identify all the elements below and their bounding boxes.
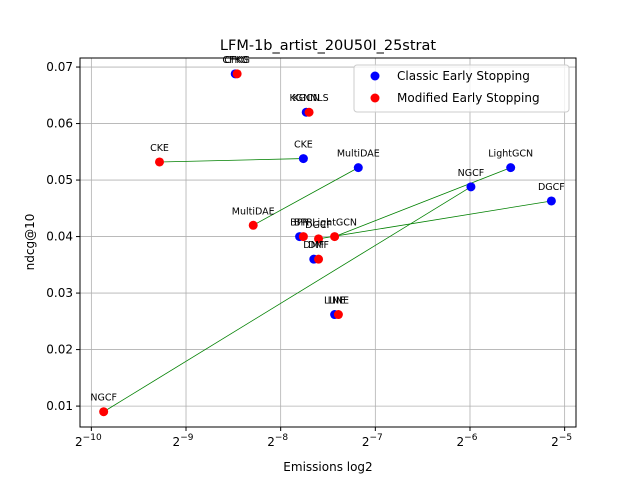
point-labels: CFKGKGCNCKEMultiDAENGCFLightGCNDGCFBPRDM… xyxy=(90,55,564,404)
data-points xyxy=(99,69,556,417)
y-tick-label: 0.07 xyxy=(46,60,73,74)
connector-lines xyxy=(103,158,552,413)
y-tick-label: 0.04 xyxy=(46,230,73,244)
data-point xyxy=(298,154,308,164)
connector-line xyxy=(334,167,511,237)
y-tick-label: 0.05 xyxy=(46,173,73,187)
data-point xyxy=(232,69,242,79)
legend: Classic Early Stopping Modified Early St… xyxy=(353,64,570,113)
x-tick-label: 2−10 xyxy=(75,433,102,449)
point-label: MultiDAE xyxy=(337,149,380,160)
y-tick-label: 0.06 xyxy=(46,117,73,131)
data-point xyxy=(304,107,314,117)
x-tick-label: 2−5 xyxy=(551,433,572,449)
data-point xyxy=(330,232,340,242)
data-point xyxy=(466,182,476,192)
data-point xyxy=(99,407,109,417)
x-tick-label: 2−8 xyxy=(267,433,288,449)
point-label: NGCF xyxy=(90,393,117,404)
data-point xyxy=(314,254,324,264)
x-axis-label: Emissions log2 xyxy=(283,460,372,474)
point-label: BPR xyxy=(290,218,309,229)
point-label: CKE xyxy=(294,140,313,151)
point-label: KGCN xyxy=(293,93,320,104)
connector-line xyxy=(253,167,359,226)
point-label: MultiDAE xyxy=(232,206,275,217)
connector-line xyxy=(318,200,552,240)
point-label: LightGCN xyxy=(488,149,533,160)
y-tick-label: 0.02 xyxy=(46,343,73,357)
point-label: KGNNLS xyxy=(289,93,328,104)
point-label: CFKG xyxy=(224,55,250,66)
legend-label-modified: Modified Early Stopping xyxy=(397,91,540,105)
data-point xyxy=(248,220,258,230)
point-label: LightGCN xyxy=(312,218,357,229)
point-label: DMF xyxy=(303,240,324,251)
plot-frame xyxy=(79,57,577,428)
legend-marker-modified xyxy=(370,93,380,103)
data-point xyxy=(155,157,165,167)
data-point xyxy=(506,163,516,173)
chart-title: LFM-1b_artist_20U50I_25strat xyxy=(220,38,436,54)
point-label: DMF xyxy=(308,240,329,251)
y-axis-label: ndcg@10 xyxy=(23,214,37,271)
point-label: CFKG xyxy=(222,55,248,66)
point-label: CKE xyxy=(150,143,169,154)
point-label: LINE xyxy=(328,296,349,307)
legend-box xyxy=(353,64,570,113)
axis-ticks: 2−10 2−9 2−8 2−7 2−6 2−5 0.01 0.02 0.03 0.04 0.05 0… xyxy=(46,60,572,449)
y-tick-label: 0.01 xyxy=(46,399,73,413)
data-point xyxy=(298,232,308,242)
connector-line xyxy=(103,186,472,413)
point-label: DGCF xyxy=(305,220,332,231)
connector-line xyxy=(159,158,304,163)
data-point xyxy=(314,234,324,244)
legend-marker-classic xyxy=(370,71,380,81)
data-point xyxy=(353,163,363,173)
point-label: LINE xyxy=(324,296,345,307)
data-point xyxy=(333,310,343,320)
data-point xyxy=(546,196,556,206)
point-label: BPR xyxy=(294,218,313,229)
x-tick-label: 2−7 xyxy=(362,433,383,449)
legend-label-classic: Classic Early Stopping xyxy=(397,69,530,83)
x-tick-label: 2−6 xyxy=(457,433,478,449)
point-label: NGCF xyxy=(458,168,485,179)
y-tick-label: 0.03 xyxy=(46,286,73,300)
x-tick-label: 2−9 xyxy=(173,433,194,449)
point-label: DGCF xyxy=(538,182,565,193)
